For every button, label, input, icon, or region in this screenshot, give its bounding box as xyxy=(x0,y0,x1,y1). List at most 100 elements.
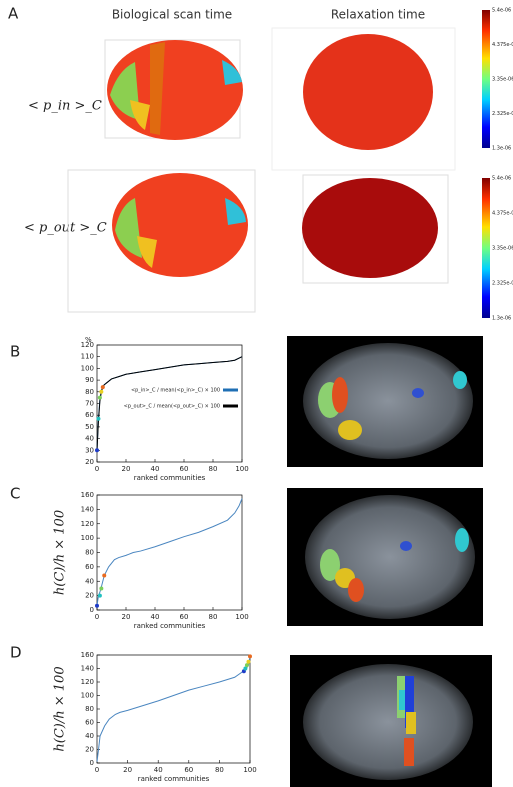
x-tick-label: 100 xyxy=(235,465,248,473)
community-image xyxy=(287,336,483,467)
y-tick-label: 120 xyxy=(81,678,94,686)
legend-label: <p_out>_C / mean(<p_out>_C) × 100 xyxy=(124,404,220,410)
row-label: < p_in >_C xyxy=(28,99,102,114)
series-line xyxy=(96,498,243,606)
colorbar-tick-label: 2.325e-0 xyxy=(492,281,513,287)
colorbar-tick-label: 1.3e-06 xyxy=(492,146,511,152)
x-axis-label: ranked communities xyxy=(138,775,210,783)
panel-label: D xyxy=(10,644,22,662)
colorbar-tick-label: 5.4e-06 xyxy=(492,176,511,182)
highlight-point xyxy=(95,448,99,453)
highlight-point xyxy=(244,663,249,668)
y-axis-label: h(C)/h × 100 xyxy=(53,666,68,751)
y-tick-label: 40 xyxy=(85,435,94,443)
row-label: < p_out >_C xyxy=(24,221,107,236)
highlight-point xyxy=(96,416,101,421)
x-tick-label: 80 xyxy=(209,465,218,473)
legend-label: <p_in>_C / mean(<p_in>_C) × 100 xyxy=(131,388,220,394)
plot-frame xyxy=(96,654,251,764)
heatmap-image xyxy=(302,174,449,284)
panel-label: B xyxy=(10,343,20,361)
y-tick-label: 30 xyxy=(85,446,94,454)
x-tick-label: 40 xyxy=(154,766,163,774)
y-tick-label: 80 xyxy=(85,549,94,557)
legend-swatch xyxy=(223,388,238,392)
colorbar-tick-label: 1.3e-06 xyxy=(492,316,511,322)
highlight-point xyxy=(100,385,105,390)
x-tick-label: 100 xyxy=(243,766,256,774)
y-tick-label: 100 xyxy=(81,364,94,372)
highlight-point xyxy=(99,586,104,591)
y-tick-label: 140 xyxy=(81,505,94,513)
panel-label: C xyxy=(10,485,20,503)
x-axis-label: ranked communities xyxy=(134,622,206,630)
heatmap-image xyxy=(104,39,243,140)
highlight-point xyxy=(95,603,99,608)
series-line xyxy=(96,656,251,762)
y-tick-label: 110 xyxy=(81,353,94,361)
y-tick-label: 120 xyxy=(81,520,94,528)
panel-label: A xyxy=(8,5,19,23)
plot-frame xyxy=(96,494,243,611)
y-axis-label: h(C)/h × 100 xyxy=(53,510,68,595)
x-tick-label: 40 xyxy=(151,465,160,473)
y-tick-label: 70 xyxy=(85,400,94,408)
community-image xyxy=(290,655,492,787)
column-header: Relaxation time xyxy=(331,8,425,22)
x-tick-label: 60 xyxy=(184,766,193,774)
y-tick-label: 0 xyxy=(90,606,94,614)
y-tick-label: 100 xyxy=(81,692,94,700)
highlight-point xyxy=(99,389,104,394)
y-tick-label: 160 xyxy=(81,491,94,499)
x-tick-label: 60 xyxy=(180,613,189,621)
colorbar-tick-label: 5.4e-06 xyxy=(492,8,511,14)
y-tick-label: 40 xyxy=(85,577,94,585)
highlight-point xyxy=(97,395,102,400)
y-tick-label: 100 xyxy=(81,534,94,542)
x-tick-label: 0 xyxy=(95,613,99,621)
x-axis-label: ranked communities xyxy=(134,474,206,482)
y-tick-label: 60 xyxy=(85,719,94,727)
colorbar-tick-label: 3.35e-06 xyxy=(492,246,513,252)
colorbar-tick-label: 2.325e-0 xyxy=(492,111,513,117)
highlight-point xyxy=(248,654,252,659)
y-tick-label: 140 xyxy=(81,665,94,673)
y-tick-label: 20 xyxy=(85,746,94,754)
y-axis-label: % xyxy=(85,336,92,344)
y-tick-label: 60 xyxy=(85,563,94,571)
y-tick-label: 20 xyxy=(85,592,94,600)
y-tick-label: 160 xyxy=(81,651,94,659)
x-tick-label: 60 xyxy=(180,465,189,473)
y-tick-label: 60 xyxy=(85,411,94,419)
x-tick-label: 0 xyxy=(95,465,99,473)
x-tick-label: 40 xyxy=(151,613,160,621)
heatmap-image xyxy=(67,169,256,313)
highlight-point xyxy=(246,659,251,664)
x-tick-label: 20 xyxy=(122,613,131,621)
colorbar xyxy=(482,10,490,148)
y-tick-label: 20 xyxy=(85,458,94,466)
colorbar xyxy=(482,178,490,318)
y-tick-label: 0 xyxy=(90,759,94,767)
y-tick-label: 50 xyxy=(85,423,94,431)
x-tick-label: 20 xyxy=(123,766,132,774)
colorbar-tick-label: 4.375e-0 xyxy=(492,42,513,48)
x-tick-label: 80 xyxy=(209,613,218,621)
y-tick-label: 80 xyxy=(85,705,94,713)
legend-swatch xyxy=(223,404,238,408)
x-tick-label: 80 xyxy=(215,766,224,774)
highlight-point xyxy=(97,593,102,598)
y-tick-label: 80 xyxy=(85,388,94,396)
highlight-point xyxy=(243,666,248,671)
colorbar-tick-label: 4.375e-0 xyxy=(492,211,513,217)
colorbar-tick-label: 3.35e-06 xyxy=(492,77,513,83)
y-tick-label: 40 xyxy=(85,732,94,740)
x-tick-label: 100 xyxy=(235,613,248,621)
highlight-point xyxy=(102,573,107,578)
heatmap-image xyxy=(271,27,456,171)
y-tick-label: 120 xyxy=(81,341,94,349)
community-image xyxy=(287,488,483,626)
column-header: Biological scan time xyxy=(112,8,232,22)
x-tick-label: 0 xyxy=(95,766,99,774)
